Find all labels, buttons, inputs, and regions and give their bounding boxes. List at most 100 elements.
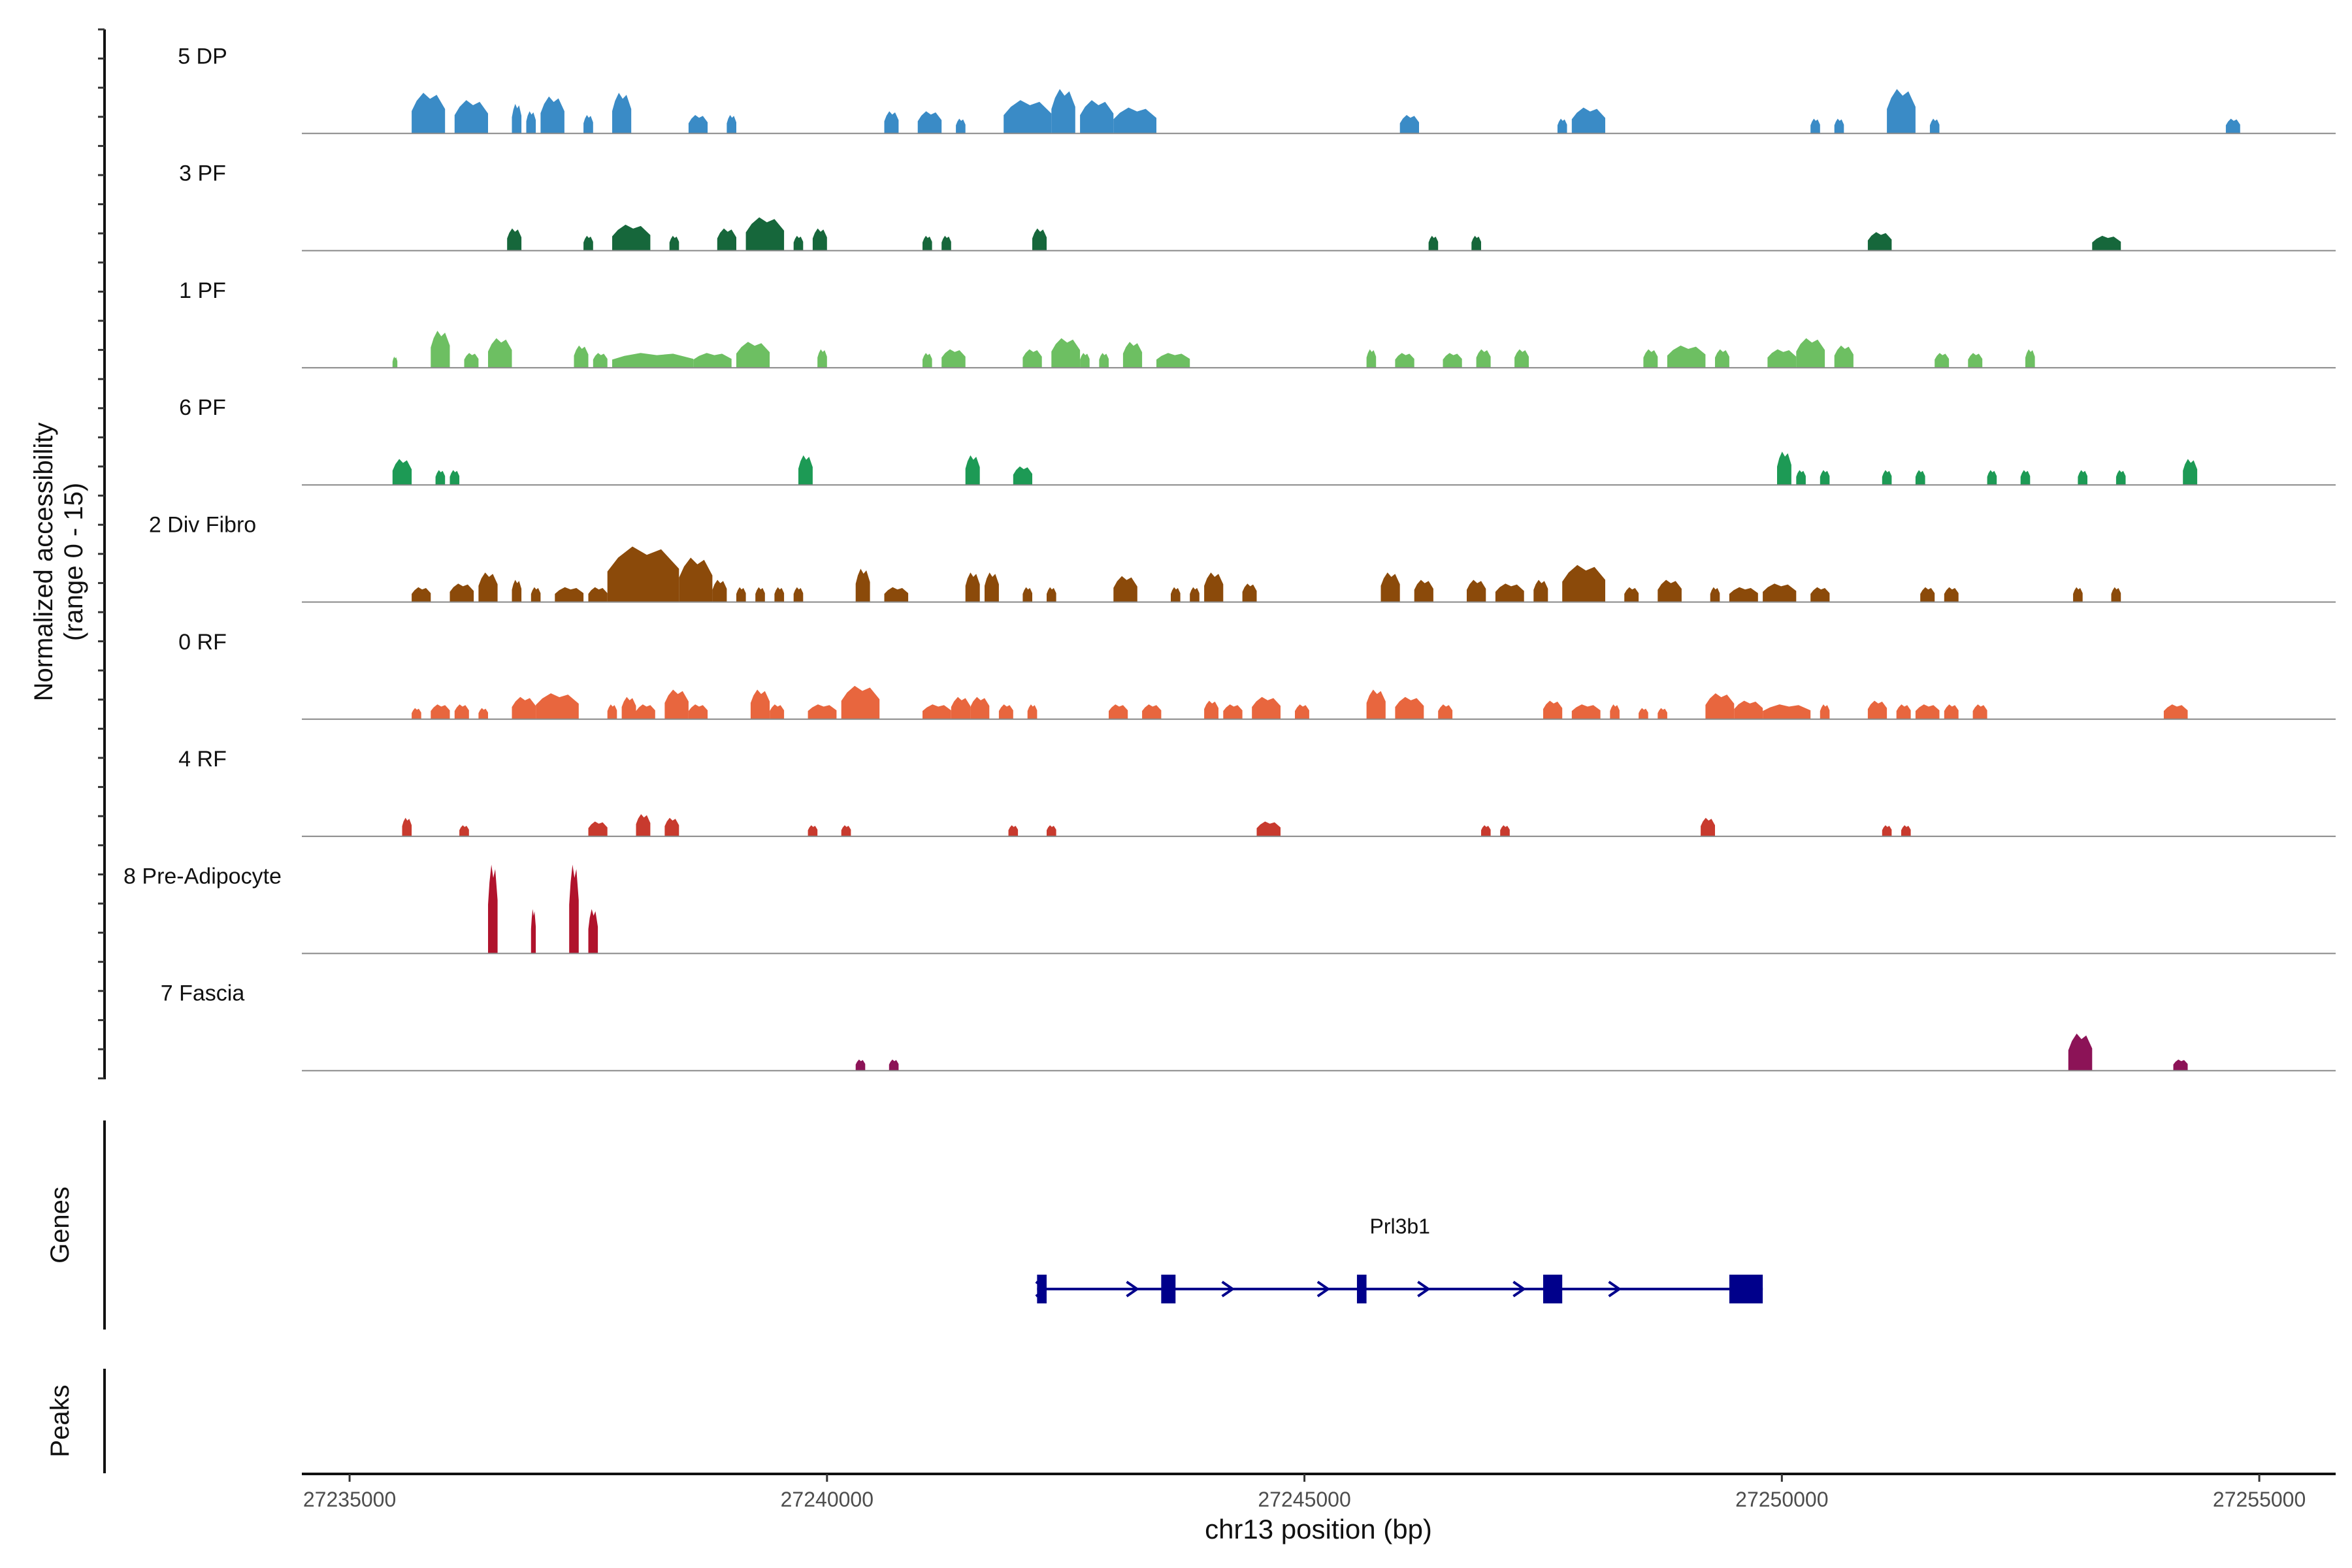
coverage-peak bbox=[1533, 580, 1548, 602]
coverage-peak bbox=[2225, 118, 2240, 134]
x-axis-ticks: 27235000 27240000 27245000 27250000 27255000 bbox=[303, 1474, 2306, 1511]
coverage-peak bbox=[636, 704, 655, 719]
coverage-peak bbox=[745, 217, 785, 251]
coverage-peak bbox=[923, 235, 932, 251]
coverage-peak bbox=[2078, 470, 2087, 485]
coverage-peak bbox=[593, 353, 608, 368]
track-label: 3 PF bbox=[179, 161, 226, 186]
track-3-pf: 3 PF bbox=[179, 161, 2336, 252]
coverage-peak bbox=[1366, 349, 1377, 368]
coverage-peak bbox=[1295, 704, 1309, 719]
track-label: 4 RF bbox=[178, 747, 227, 772]
gene-strand-arrow bbox=[1417, 1281, 1431, 1298]
coverage-peak bbox=[1051, 338, 1081, 368]
coverage-peak bbox=[583, 115, 593, 134]
coverage-peak bbox=[1887, 89, 1916, 134]
gene-exon bbox=[1161, 1275, 1176, 1303]
gene-exon bbox=[1729, 1275, 1763, 1303]
gene-model bbox=[1035, 1275, 1763, 1303]
coverage-peak bbox=[1796, 338, 1825, 368]
coverage-peak bbox=[507, 228, 522, 251]
coverage-peak bbox=[1643, 349, 1658, 368]
coverage-peak bbox=[607, 546, 679, 602]
coverage-peak bbox=[793, 235, 804, 251]
coverage-peak bbox=[1658, 580, 1682, 602]
coverage-peak bbox=[431, 331, 450, 368]
coverage-peak bbox=[588, 821, 608, 837]
x-tick-label: 27250000 bbox=[1735, 1488, 1828, 1511]
gene-name-label: Prl3b1 bbox=[1369, 1215, 1430, 1238]
coverage-peak bbox=[454, 704, 469, 719]
coverage-peak bbox=[1008, 825, 1019, 837]
coverage-peak bbox=[1481, 825, 1491, 837]
coverage-peak bbox=[1013, 466, 1032, 485]
coverage-peak bbox=[817, 349, 827, 368]
coverage-peak bbox=[454, 100, 488, 134]
coverage-peak bbox=[889, 1059, 899, 1071]
coverage-peak bbox=[712, 580, 727, 602]
gene-exon bbox=[1037, 1275, 1047, 1303]
coverage-peak bbox=[750, 689, 770, 719]
coverage-peak bbox=[621, 696, 636, 719]
coverage-peak bbox=[478, 708, 488, 719]
coverage-peak bbox=[884, 111, 899, 134]
track-label: 5 DP bbox=[178, 44, 227, 69]
coverage-peak bbox=[736, 587, 746, 602]
coverage-peak bbox=[1915, 470, 1925, 485]
track-4-rf: 4 RF bbox=[178, 747, 2336, 838]
coverage-peak bbox=[1080, 100, 1114, 134]
coverage-peak bbox=[808, 825, 818, 837]
coverage-peak bbox=[798, 455, 813, 485]
coverage-peak bbox=[808, 704, 837, 719]
coverage-y-ticks bbox=[98, 28, 105, 1080]
x-tick-label: 27245000 bbox=[1258, 1488, 1350, 1511]
coverage-peak bbox=[1571, 107, 1605, 134]
coverage-peak bbox=[1395, 353, 1414, 368]
coverage-peak bbox=[449, 583, 474, 602]
y-axis-title: Normalized accessibility (range 0 - 15) bbox=[29, 423, 88, 702]
coverage-peak bbox=[693, 353, 732, 368]
coverage-peak bbox=[569, 864, 579, 954]
coverage-peak bbox=[941, 235, 951, 251]
coverage-peak bbox=[1882, 470, 1892, 485]
genes-panel-label: Genes bbox=[46, 1186, 74, 1264]
coverage-peak bbox=[488, 864, 498, 954]
coverage-peak bbox=[512, 696, 536, 719]
coverage-peak bbox=[412, 93, 446, 134]
coverage-peak bbox=[512, 580, 522, 602]
coverage-peak bbox=[1047, 587, 1056, 602]
coverage-peak bbox=[392, 356, 398, 368]
coverage-peak bbox=[540, 96, 564, 134]
coverage-peak bbox=[478, 572, 498, 602]
coverage-peak bbox=[1896, 704, 1911, 719]
coverage-peak bbox=[679, 557, 713, 602]
coverage-peak bbox=[664, 817, 679, 837]
coverage-peak bbox=[1968, 353, 1983, 368]
coverage-peak bbox=[1571, 704, 1601, 719]
coverage-peak bbox=[1715, 349, 1729, 368]
coverage-peak bbox=[2020, 470, 2031, 485]
coverage-peak bbox=[1901, 825, 1911, 837]
coverage-peak bbox=[1471, 235, 1481, 251]
coverage-peak bbox=[755, 587, 765, 602]
y-axis-title-line2: (range 0 - 15) bbox=[59, 483, 88, 641]
coverage-peak bbox=[459, 825, 469, 837]
coverage-peak bbox=[1867, 232, 1892, 251]
coverage-peak bbox=[2163, 704, 2188, 719]
coverage-peak bbox=[2115, 470, 2126, 485]
coverage-peak bbox=[1935, 353, 1950, 368]
coverage-peak bbox=[736, 342, 770, 368]
coverage-peak bbox=[1734, 700, 1763, 719]
gene-strand-arrow bbox=[1221, 1281, 1235, 1298]
coverage-peak bbox=[488, 338, 512, 368]
coverage-peak bbox=[1428, 235, 1439, 251]
coverage-peak bbox=[1658, 708, 1667, 719]
coverage-peak bbox=[1557, 118, 1567, 134]
coverage-peak bbox=[1022, 349, 1042, 368]
coverage-peak bbox=[431, 704, 450, 719]
coverage-peak bbox=[1777, 451, 1791, 485]
coverage-tracks: 5 DP 3 PF 1 PF 6 PF 2 Div Fibro 0 RF 4 RF 8 Pre… bbox=[123, 44, 2336, 1071]
coverage-peak bbox=[1004, 100, 1052, 134]
coverage-peak bbox=[1562, 564, 1605, 602]
gene-strand-arrow bbox=[1512, 1281, 1526, 1298]
